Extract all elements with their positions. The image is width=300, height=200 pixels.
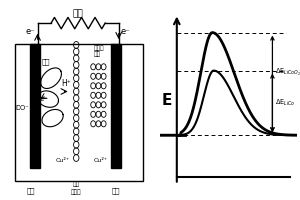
Text: 电阻: 电阻 [73,9,83,18]
Text: H⁺: H⁺ [61,79,71,88]
Text: DO⁻: DO⁻ [16,106,29,112]
Text: Cu²⁺: Cu²⁺ [56,158,70,163]
Text: e⁻: e⁻ [26,27,35,36]
Text: Cu²⁺: Cu²⁺ [93,158,107,163]
Bar [15,44,143,181]
Text: 阳极: 阳极 [26,187,35,194]
Text: E: E [162,93,172,108]
Text: ΔE$_{LiCoO_2}$: ΔE$_{LiCoO_2}$ [275,67,300,78]
Bar [111,44,121,168]
Bar [30,44,40,168]
Text: e⁻: e⁻ [121,27,130,36]
Text: 阴极: 阴极 [111,187,120,194]
Text: e⁻: e⁻ [40,96,48,102]
Text: 细菌: 细菌 [41,58,50,65]
Text: 钴酸锂
颗粒: 钴酸锂 颗粒 [94,45,104,57]
Text: ΔE$_{LiCo}$: ΔE$_{LiCo}$ [275,98,296,108]
Text: 离子: 离子 [72,181,80,187]
Text: 交换膜: 交换膜 [70,190,81,195]
